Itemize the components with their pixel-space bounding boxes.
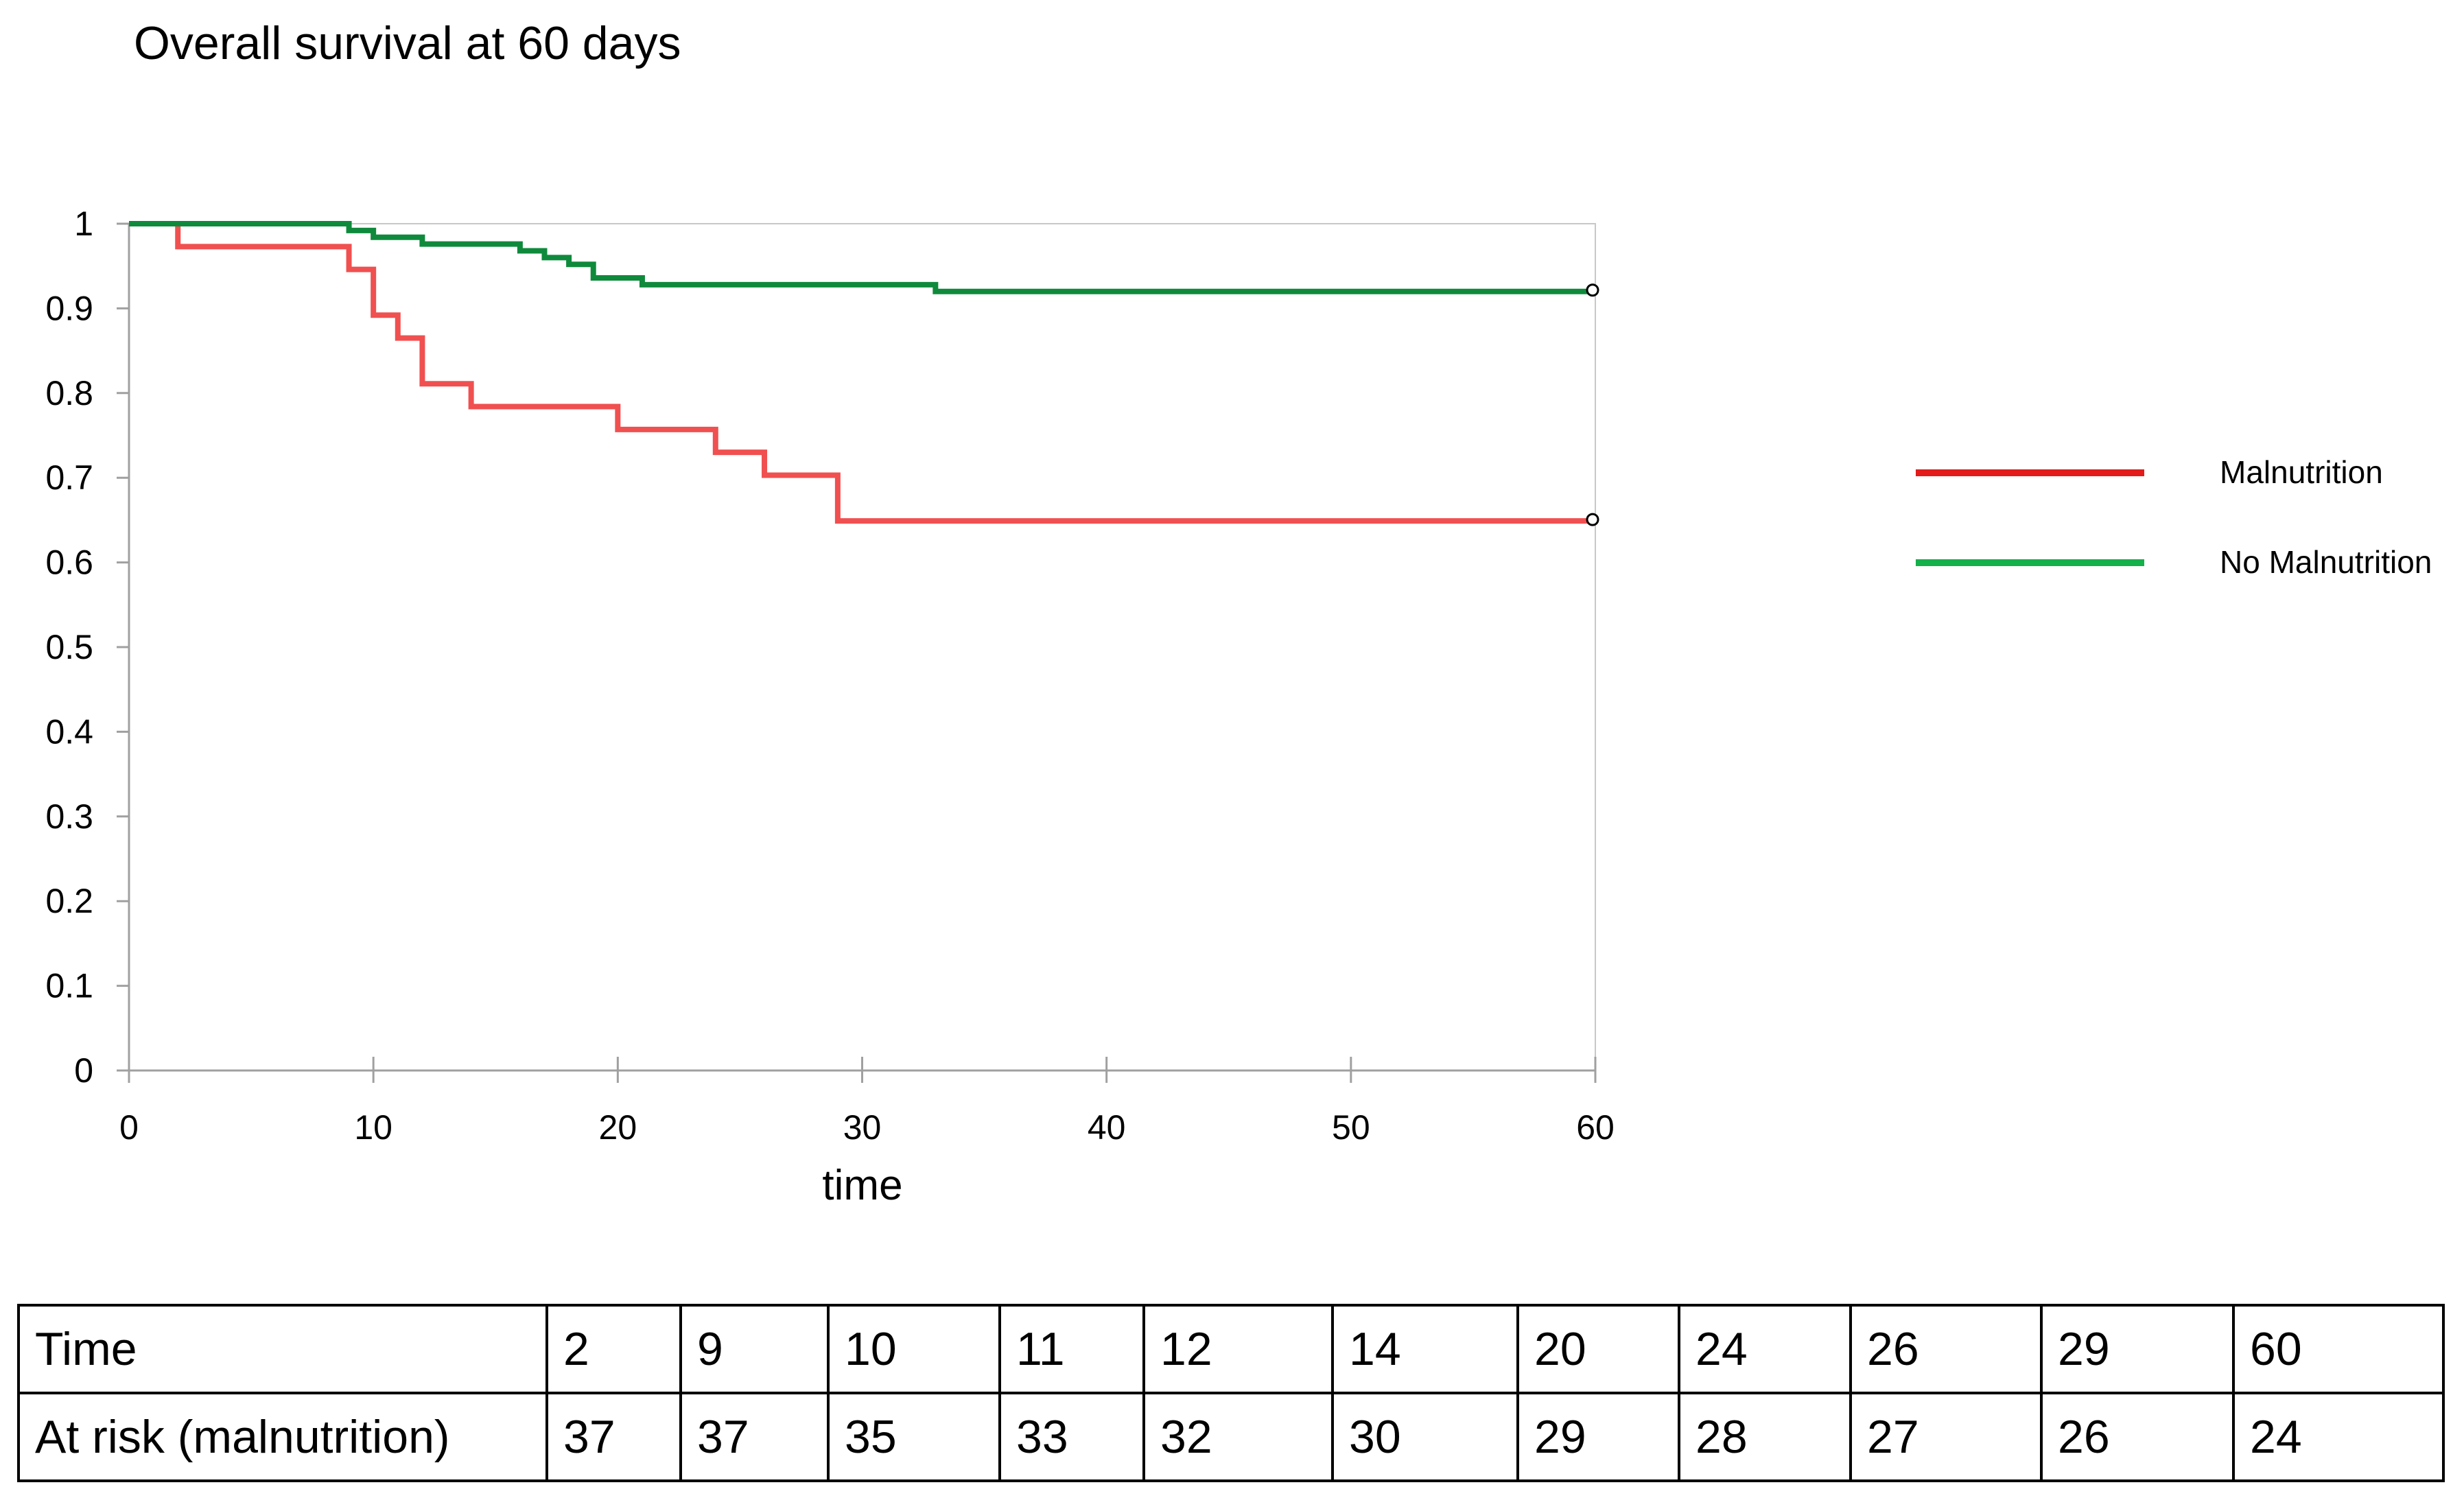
table-header-at-risk: At risk (malnutrition) (17, 1392, 548, 1482)
table-header-time: Time (17, 1304, 548, 1394)
x-tick-label: 40 (1088, 1108, 1126, 1147)
table-cell-time: 11 (998, 1304, 1145, 1394)
x-tick-label: 20 (599, 1108, 637, 1147)
table-cell-at-risk: 37 (545, 1392, 682, 1482)
table-cell-time: 26 (1849, 1304, 2043, 1394)
table-cell-at-risk: 26 (2040, 1392, 2235, 1482)
table-cell-time: 20 (1516, 1304, 1680, 1394)
y-tick-label: 0.7 (45, 458, 93, 497)
censor-mark-1 (1586, 513, 1599, 526)
table-row-time: Time 2 9 10 11 12 14 20 24 26 29 60 (17, 1304, 2445, 1394)
legend: Malnutrition No Malnutrition (1916, 454, 2432, 580)
table-cell-at-risk: 24 (2232, 1392, 2445, 1482)
y-tick-label: 0.4 (45, 712, 93, 751)
table-cell-time: 60 (2232, 1304, 2445, 1394)
y-tick-label: 0.8 (45, 374, 93, 412)
table-cell-at-risk: 33 (998, 1392, 1145, 1482)
table-cell-at-risk: 32 (1142, 1392, 1334, 1482)
table-cell-at-risk: 35 (827, 1392, 1001, 1482)
series-layer (129, 221, 1599, 526)
series-line-2 (129, 221, 1595, 294)
axes: 00.10.20.30.40.50.60.70.80.910 10 20 30 40 50… (45, 204, 1614, 1209)
table-cell-at-risk: 29 (1516, 1392, 1680, 1482)
table-cell-time: 10 (827, 1304, 1001, 1394)
y-tick-label: 0.6 (45, 543, 93, 582)
y-tick-label: 0.2 (45, 882, 93, 920)
y-tick-label: 0 (74, 1051, 93, 1090)
legend-label-1: Malnutrition (2220, 454, 2383, 490)
table-row-at-risk: At risk (malnutrition) 37 37 35 33 32 30 29 28 2… (17, 1392, 2445, 1482)
at-risk-table: Time 2 9 10 11 12 14 20 24 26 29 60 At risk (malnu… (17, 1304, 2445, 1482)
x-tick-label: 0 (119, 1108, 139, 1147)
series-line-1 (129, 221, 1595, 524)
table-cell-at-risk: 27 (1849, 1392, 2043, 1482)
x-axis-label: time (822, 1162, 902, 1209)
table-cell-time: 14 (1331, 1304, 1519, 1394)
table-cell-time: 2 (545, 1304, 682, 1394)
y-tick-label: 1 (74, 204, 93, 243)
y-tick-label: 0.3 (45, 797, 93, 836)
survival-chart: 00.10.20.30.40.50.60.70.80.910 10 20 30 40 50… (45, 204, 2432, 1209)
table-cell-time: 12 (1142, 1304, 1334, 1394)
x-tick-label: 60 (1576, 1108, 1615, 1147)
censor-mark-2 (1586, 283, 1599, 297)
table-cell-at-risk: 30 (1331, 1392, 1519, 1482)
y-tick-label: 0.1 (45, 967, 93, 1005)
x-tick-label: 10 (354, 1108, 392, 1147)
table-cell-at-risk: 28 (1678, 1392, 1852, 1482)
table-cell-time: 24 (1678, 1304, 1852, 1394)
table-cell-time: 9 (679, 1304, 830, 1394)
chart-title: Overall survival at 60 days (134, 17, 681, 69)
plot-frame (128, 223, 1596, 1071)
y-tick-label: 0.9 (45, 289, 93, 327)
legend-label-2: No Malnutrition (2220, 544, 2432, 580)
table-cell-time: 29 (2040, 1304, 2235, 1394)
x-tick-label: 30 (843, 1108, 882, 1147)
x-tick-label: 50 (1332, 1108, 1370, 1147)
table-cell-at-risk: 37 (679, 1392, 830, 1482)
y-tick-label: 0.5 (45, 628, 93, 666)
